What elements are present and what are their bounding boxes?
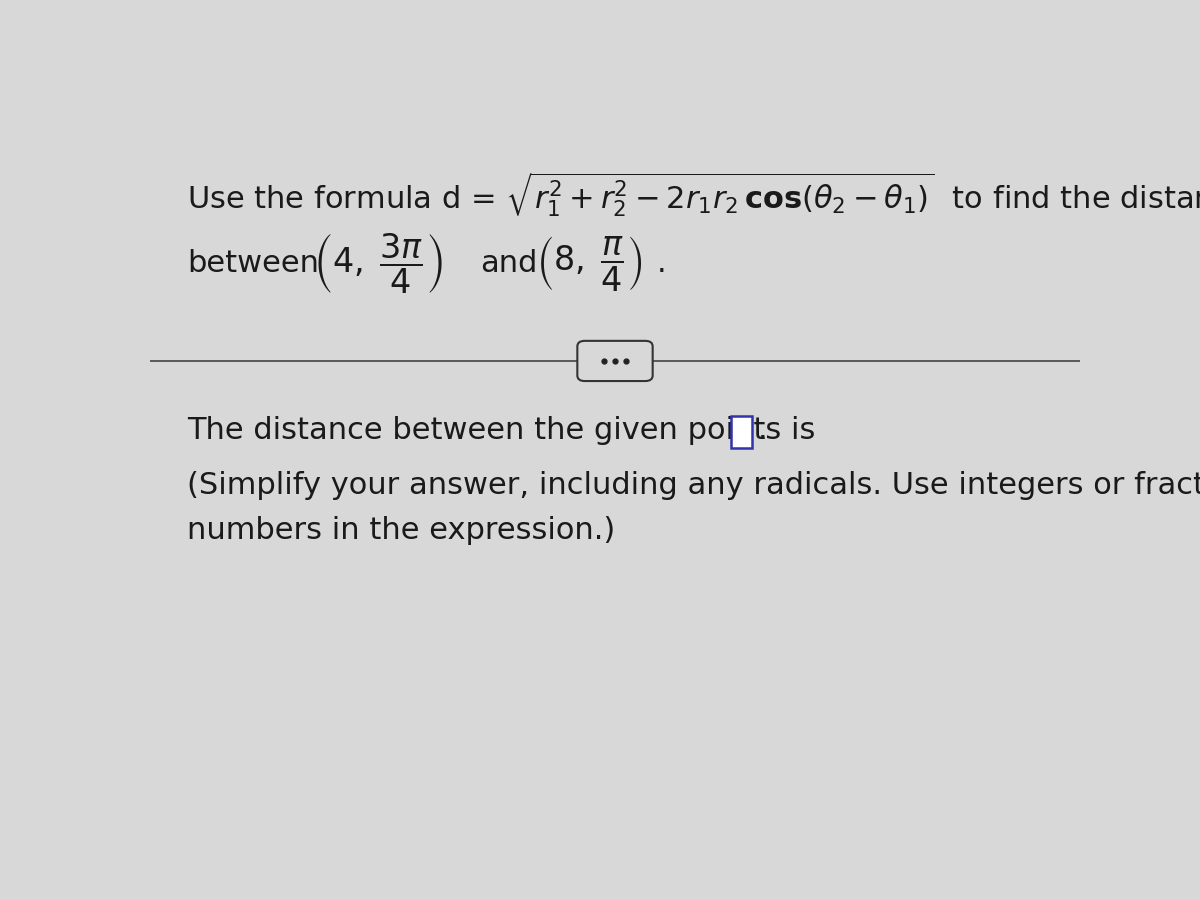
Text: numbers in the expression.): numbers in the expression.) — [187, 517, 616, 545]
Text: between: between — [187, 249, 319, 278]
FancyBboxPatch shape — [577, 341, 653, 381]
Text: and: and — [480, 249, 538, 278]
Text: .: . — [757, 416, 767, 445]
Text: The distance between the given points is: The distance between the given points is — [187, 416, 816, 445]
Bar — [731, 417, 751, 447]
Text: $\left(4,\;\dfrac{3\pi}{4}\right)$: $\left(4,\;\dfrac{3\pi}{4}\right)$ — [313, 231, 443, 296]
Text: .: . — [656, 249, 666, 278]
Text: (Simplify your answer, including any radicals. Use integers or fractions for any: (Simplify your answer, including any rad… — [187, 472, 1200, 500]
Text: Use the formula d = $\sqrt{r_1^2 + r_2^2 - 2r_1r_2\,\mathbf{cos}\left(\theta_2 -: Use the formula d = $\sqrt{r_1^2 + r_2^2… — [187, 170, 1200, 219]
Text: $\left(8,\;\dfrac{\pi}{4}\right)$: $\left(8,\;\dfrac{\pi}{4}\right)$ — [536, 234, 642, 293]
